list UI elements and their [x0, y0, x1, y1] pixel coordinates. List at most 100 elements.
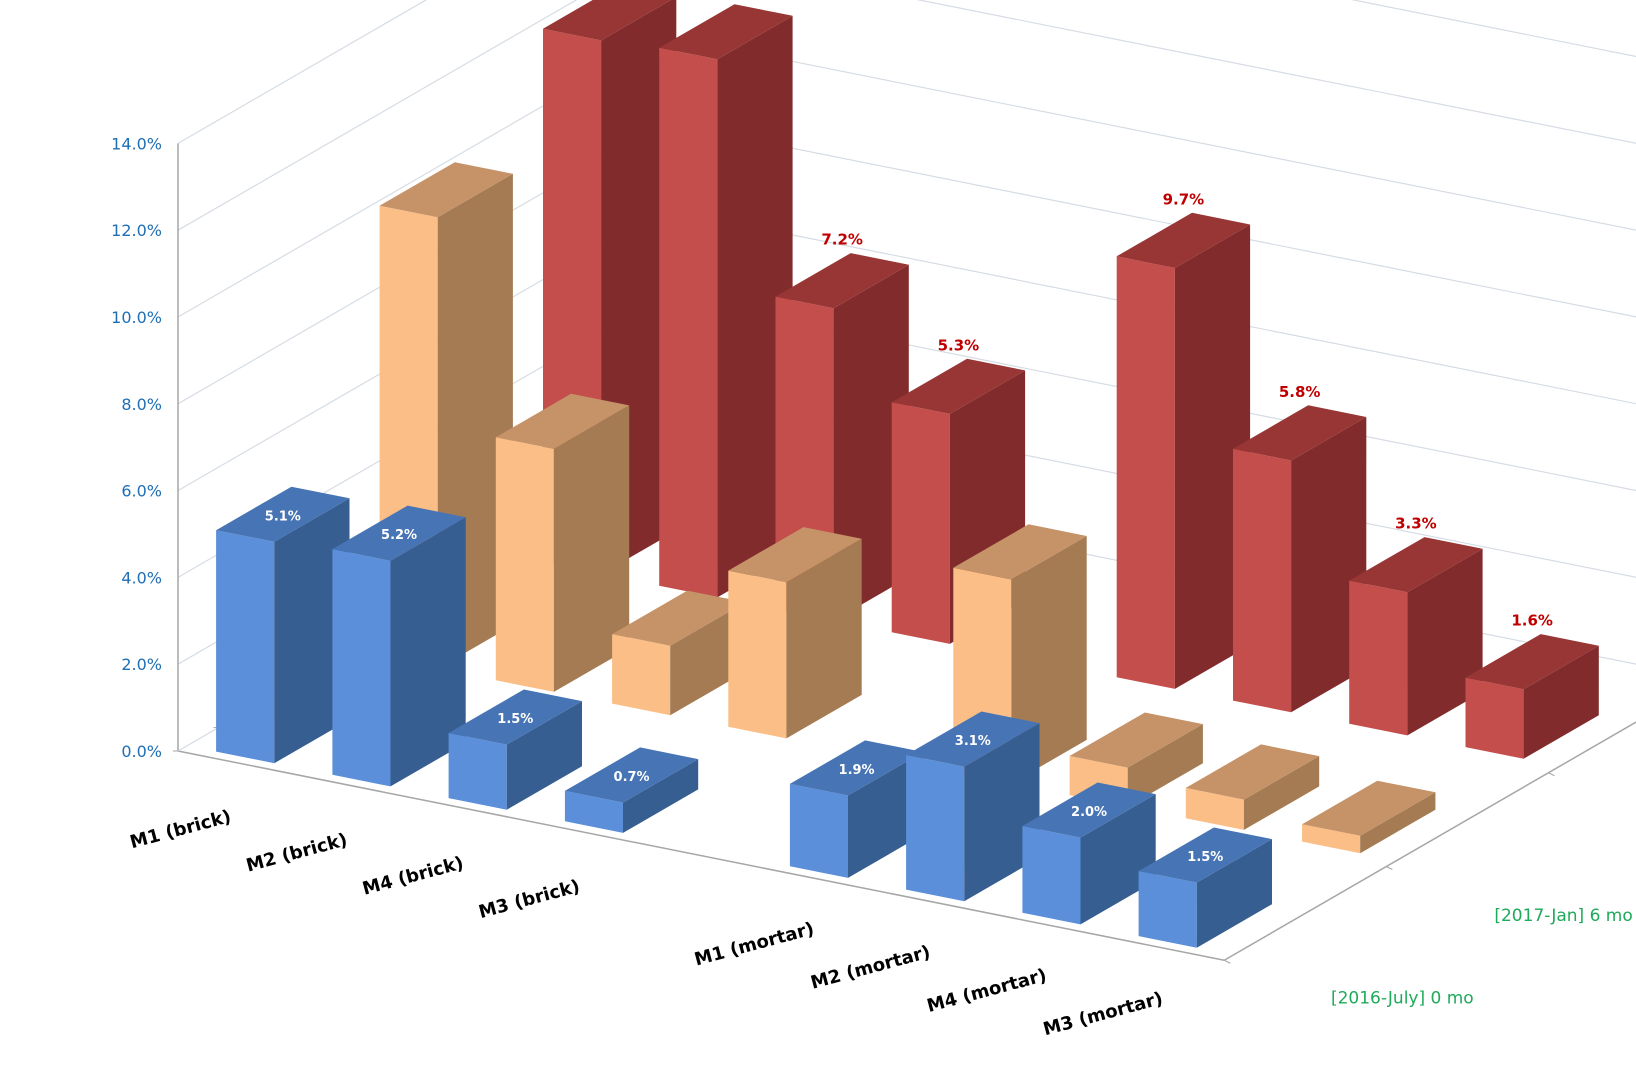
data-label: 5.8% — [1279, 383, 1321, 401]
bar-side-face — [390, 517, 466, 787]
category-label: M3 (mortar) — [1041, 988, 1165, 1040]
depth-axis-tick — [1386, 866, 1393, 870]
bar-top-face — [1069, 712, 1203, 768]
bar-front-face — [891, 402, 950, 644]
bar-front-face — [612, 634, 671, 716]
series-label: [2016-July] 0 mo — [1331, 988, 1474, 1008]
y-tick-label: 10.0% — [111, 308, 162, 327]
bar-top-face — [612, 590, 746, 646]
bar-front-face — [1349, 580, 1408, 736]
bar — [659, 4, 793, 598]
bar-top-face — [659, 4, 793, 60]
category-label: M4 (brick) — [360, 853, 466, 900]
bar-top-face — [543, 0, 671, 41]
bar — [1116, 212, 1251, 689]
bar-side-face — [670, 602, 746, 716]
bar-top-face — [1302, 780, 1436, 836]
bar-top-face — [906, 711, 1040, 767]
data-label: 5.1% — [265, 509, 301, 524]
x-axis-line — [177, 750, 1225, 961]
bar-front-face — [1465, 677, 1524, 759]
y-tick-label: 6.0% — [121, 482, 162, 501]
data-label: 0.7% — [614, 770, 650, 785]
bar — [495, 393, 630, 692]
bar-front-face — [332, 549, 391, 787]
bar-side-face — [1196, 839, 1272, 948]
y-tick-label: 4.0% — [121, 568, 162, 587]
bar — [728, 527, 862, 739]
bar-top-face — [564, 747, 699, 803]
bar-top-face — [1185, 744, 1320, 800]
bar-front-face — [495, 437, 554, 692]
y-tick-label: 8.0% — [121, 395, 162, 414]
bar-side-face — [506, 701, 582, 810]
bar-top-face — [1465, 634, 1599, 690]
bar-side-face — [553, 405, 630, 692]
bar-top-face — [1349, 537, 1483, 593]
bar — [448, 689, 582, 810]
bar-front-face — [1116, 256, 1175, 689]
bar — [332, 505, 466, 787]
bar-top-face — [448, 689, 582, 745]
y-tick-label: 2.0% — [121, 655, 162, 674]
gridline — [177, 0, 1636, 231]
bar-front-face — [659, 47, 718, 598]
gridline — [177, 0, 1636, 144]
bar-front-face — [728, 570, 787, 739]
bar-top-face — [775, 253, 909, 309]
bar — [612, 590, 746, 716]
bar — [564, 747, 699, 833]
bar-front-face — [564, 790, 623, 833]
bar-top-face — [216, 486, 350, 542]
bar — [1302, 780, 1436, 854]
bar-front-face — [1233, 448, 1292, 713]
bar-side-face — [833, 264, 909, 621]
bar-front-face — [789, 783, 848, 878]
bar — [906, 711, 1040, 902]
bar-top-face — [495, 393, 630, 449]
bar-front-face — [216, 530, 275, 764]
bar-front-face — [1185, 787, 1244, 830]
bar-side-face — [1243, 756, 1320, 830]
bar-top-face — [1022, 782, 1156, 838]
bar-front-face — [906, 755, 965, 902]
bar-top-face — [1138, 827, 1272, 883]
bar-side-face — [1360, 792, 1436, 854]
category-label: M2 (mortar) — [809, 942, 933, 994]
category-label: M1 (mortar) — [692, 918, 816, 970]
bar — [1022, 782, 1156, 925]
data-label: 2.0% — [1071, 805, 1107, 820]
series-labels: [2016-July] 0 mo[2017-Jan] 6 mo[2018-Jan… — [1331, 906, 1633, 1009]
bar-top-face — [379, 162, 513, 218]
data-labels: 12.3%12.4%7.2%5.3%9.7%5.8%3.3%1.6%5.1%5.… — [265, 190, 1553, 865]
bar-side-face — [1523, 645, 1599, 759]
category-label: M2 (brick) — [244, 829, 350, 876]
bar-side-face — [1174, 224, 1251, 689]
y-tick-label: 14.0% — [111, 134, 162, 153]
y-tick-label: 0.0% — [121, 742, 162, 761]
category-label: M4 (mortar) — [925, 965, 1049, 1017]
y-tick-labels: 0.0% 2.0% 4.0% 6.0% 8.0% 10.0% 12.0% 14.0% — [111, 134, 162, 761]
category-label: M1 (brick) — [128, 806, 234, 853]
data-label: 1.6% — [1511, 612, 1553, 630]
category-label: M3 (brick) — [476, 876, 582, 923]
data-label: 1.5% — [497, 712, 533, 727]
bar-top-face — [789, 740, 924, 796]
depth-axis-tick — [1548, 772, 1555, 777]
bar — [1465, 634, 1599, 759]
bar-side-face — [964, 723, 1040, 902]
bar-side-face — [274, 498, 350, 764]
data-label: 1.9% — [839, 763, 875, 778]
data-label: 1.5% — [1187, 850, 1223, 865]
bar-side-face — [623, 759, 699, 833]
bar-front-face — [1302, 824, 1361, 854]
series-label: [2017-Jan] 6 mo — [1494, 906, 1632, 926]
bar-top-face — [953, 524, 1087, 580]
bar — [891, 358, 1026, 644]
bars — [216, 0, 1599, 948]
data-label: 5.3% — [938, 336, 980, 354]
bar-top-face — [891, 358, 1026, 414]
bar-top-face — [1116, 212, 1251, 268]
